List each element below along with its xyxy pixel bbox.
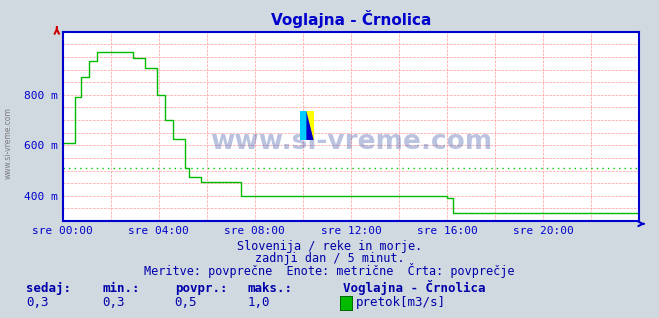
Polygon shape	[307, 111, 314, 140]
Text: www.si-vreme.com: www.si-vreme.com	[210, 128, 492, 155]
Text: www.si-vreme.com: www.si-vreme.com	[4, 107, 13, 179]
Text: 0,3: 0,3	[26, 296, 49, 309]
Text: zadnji dan / 5 minut.: zadnji dan / 5 minut.	[254, 252, 405, 265]
Title: Voglajna - Črnolica: Voglajna - Črnolica	[271, 10, 431, 28]
Polygon shape	[307, 111, 314, 140]
Text: 0,3: 0,3	[102, 296, 125, 309]
Text: pretok[m3/s]: pretok[m3/s]	[356, 296, 446, 309]
Text: Slovenija / reke in morje.: Slovenija / reke in morje.	[237, 240, 422, 252]
Text: 0,5: 0,5	[175, 296, 197, 309]
Text: Voglajna - Črnolica: Voglajna - Črnolica	[343, 280, 485, 295]
Text: Meritve: povprečne  Enote: metrične  Črta: povprečje: Meritve: povprečne Enote: metrične Črta:…	[144, 263, 515, 278]
Text: maks.:: maks.:	[247, 282, 292, 295]
Text: povpr.:: povpr.:	[175, 282, 227, 295]
Text: 1,0: 1,0	[247, 296, 270, 309]
Text: min.:: min.:	[102, 282, 140, 295]
Text: sedaj:: sedaj:	[26, 282, 71, 295]
Polygon shape	[300, 111, 307, 140]
